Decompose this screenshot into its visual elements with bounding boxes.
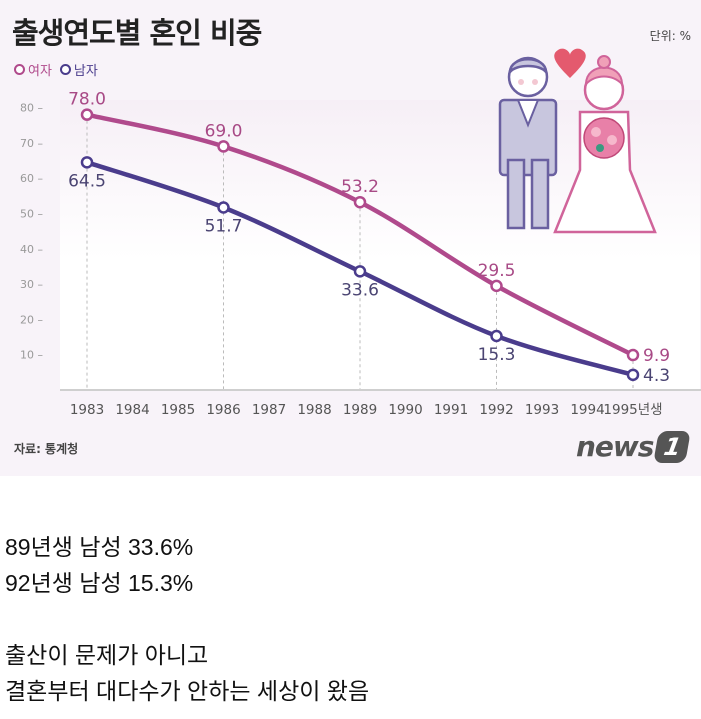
legend-label-men: 남자: [73, 64, 98, 79]
news1-logo: news 1: [576, 430, 692, 463]
series-lines: 78.0 69.0 53.2 29.5 9.9 64.5 51.7 33.6 15.3 4.3: [68, 90, 670, 386]
y-tick-label: 50 –: [20, 208, 43, 221]
data-point-marker: [490, 329, 503, 343]
groom-icon: [498, 56, 558, 230]
post-line-5: 결혼부터 대다수가 안하는 세상이 왔음: [5, 678, 370, 704]
guide-lines: [86, 114, 634, 390]
data-point-marker: [80, 108, 94, 121]
y-tick-label: 10 –: [20, 349, 43, 362]
data-label: 53.2: [341, 177, 379, 197]
x-tick-label: 1989: [343, 402, 377, 418]
y-tick-label: 40 –: [20, 243, 43, 256]
data-point-marker: [626, 348, 640, 362]
post-line-4: 출산이 문제가 아니고: [5, 642, 209, 668]
source-label: 자료: 통계청: [14, 442, 79, 456]
data-label: 69.0: [205, 121, 243, 141]
x-tick-label: 1994: [570, 402, 604, 418]
y-tick-label: 30 –: [20, 278, 43, 291]
y-tick-label: 70 –: [20, 137, 43, 150]
logo-badge: 1: [653, 430, 692, 463]
y-axis: 80 – 70 – 60 – 50 – 40 – 30 – 20 – 10 –: [20, 102, 43, 362]
y-tick-label: 60 –: [20, 172, 43, 185]
y-tick-label: 20 –: [20, 313, 43, 326]
x-tick-label: 1986: [206, 402, 240, 418]
legend-marker-women-icon: [14, 64, 25, 75]
legend-item-men: 남자: [59, 60, 98, 79]
data-point-marker: [626, 368, 640, 382]
data-label: 78.0: [68, 90, 106, 110]
x-tick-label: 1992: [479, 402, 513, 418]
x-axis: 1983 1984 1985 1986 1987 1988 1989 1990 1991 1992…: [70, 402, 663, 418]
post-line-2: 92년생 남성 15.3%: [5, 570, 194, 596]
x-tick-label: 1987: [252, 402, 286, 418]
data-label: 33.6: [341, 280, 379, 300]
y-tick-label: 80 –: [20, 102, 43, 115]
legend-marker-men-icon: [59, 64, 71, 75]
logo-text: news: [576, 430, 654, 463]
x-tick-label: 1983: [70, 402, 104, 418]
post-line-1: 89년생 남성 33.6%: [5, 534, 194, 560]
data-point-marker: [353, 265, 367, 278]
data-point-marker: [490, 279, 503, 293]
line-chart: 80 –70 –60 –50 –40 –30 –20 –10 – 1983 198…: [20, 48, 701, 418]
data-point-marker: [217, 140, 230, 153]
data-point-marker: [80, 156, 94, 169]
x-tick-label: 1995년생: [603, 402, 662, 418]
x-tick-label: 1990: [388, 402, 422, 418]
bouquet-icon: [583, 117, 625, 159]
data-label: 9.9: [643, 346, 670, 366]
data-point-marker: [217, 201, 230, 214]
legend-label-women: 여자: [28, 64, 52, 79]
data-label: 64.5: [68, 171, 106, 191]
unit-label: 단위: %: [649, 29, 691, 43]
bride-icon: [553, 55, 657, 234]
data-label: 15.3: [478, 345, 516, 365]
x-tick-label: 1988: [297, 402, 331, 418]
chart-title: 출생연도별 혼인 비중: [12, 16, 262, 50]
x-tick-label: 1984: [115, 402, 149, 418]
couple-illustration-icon: [498, 48, 657, 234]
data-label: 29.5: [478, 261, 516, 281]
heart-icon: [554, 48, 586, 78]
legend-item-women: 여자: [14, 60, 52, 79]
x-tick-label: 1993: [525, 402, 559, 418]
data-label: 51.7: [205, 216, 243, 236]
x-tick-label: 1991: [434, 402, 468, 418]
data-point-marker: [353, 195, 367, 209]
legend: 여자 남자: [14, 60, 98, 79]
x-tick-label: 1985: [161, 402, 195, 418]
data-label: 4.3: [643, 366, 670, 386]
